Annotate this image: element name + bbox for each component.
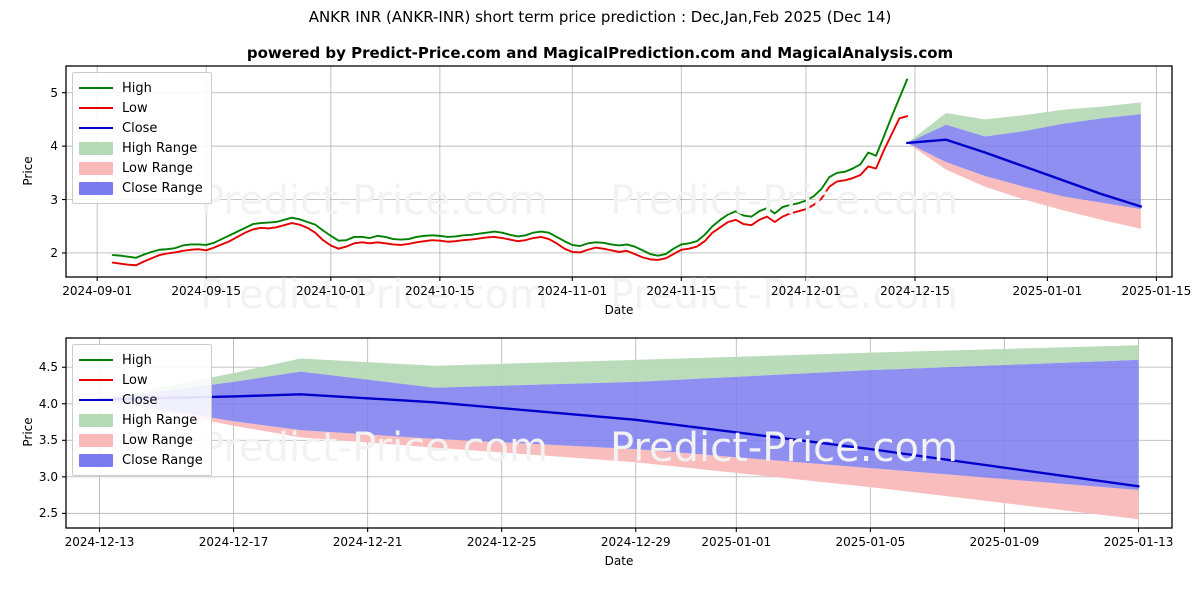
x-axis-tick-label: 2024-11-01 (537, 284, 608, 298)
legend-swatch-icon (79, 121, 113, 135)
legend-item-label: Low (122, 100, 148, 116)
chart-legend: High Low Close High Range Low Range Close Ran… (72, 344, 212, 476)
legend-swatch-icon (79, 161, 113, 175)
y-axis-tick-label: 2.5 (38, 506, 58, 521)
y-axis-tick-label: 4.5 (38, 360, 58, 375)
y-axis-tick-label: 3.5 (38, 433, 58, 448)
page-subtitle: powered by Predict-Price.com and Magical… (246, 44, 954, 62)
legend-item-low-range[interactable]: Low Range (79, 158, 203, 178)
x-axis-title: Date (604, 554, 634, 568)
x-axis-tick-label: 2024-12-17 (198, 535, 269, 549)
legend-swatch-icon (79, 353, 113, 367)
legend-item-label: Low Range (122, 160, 193, 176)
x-axis-tick-label: 2024-12-25 (466, 535, 537, 549)
legend-item-close-range[interactable]: Close Range (79, 450, 203, 470)
y-axis-title: Price (21, 155, 35, 186)
legend-item-label: Close (122, 392, 158, 408)
overview-chart-panel: Predict-Price.com Predict-Price.com Pred… (0, 60, 1200, 320)
x-axis-tick-label: 2025-01-05 (835, 535, 906, 549)
forecast-detail-chart-svg (62, 337, 1173, 532)
x-axis-tick-label: 2024-10-15 (404, 284, 475, 298)
x-axis-tick-label: 2025-01-15 (1121, 284, 1192, 298)
legend-item-high-range[interactable]: High Range (79, 138, 203, 158)
legend-item-low[interactable]: Low (79, 370, 203, 390)
legend-item-close-range[interactable]: Close Range (79, 178, 203, 198)
legend-item-close[interactable]: Close (79, 118, 203, 138)
legend-item-high[interactable]: High (79, 350, 203, 370)
legend-item-close[interactable]: Close (79, 390, 203, 410)
x-axis-tick-label: 2024-09-01 (62, 284, 133, 298)
y-axis-tick-label: 3.0 (38, 469, 58, 484)
legend-swatch-icon (79, 141, 113, 155)
x-axis-tick-label: 2024-12-13 (64, 535, 135, 549)
legend-swatch-icon (79, 181, 113, 195)
legend-swatch-icon (79, 81, 113, 95)
legend-item-label: Close Range (122, 452, 203, 468)
legend-item-high[interactable]: High (79, 78, 203, 98)
x-axis-tick-label: 2025-01-01 (701, 535, 772, 549)
x-axis-tick-label: 2024-12-15 (880, 284, 950, 298)
chart-legend: High Low Close High Range Low Range Close Ran… (72, 72, 212, 204)
x-axis-tick-label: 2025-01-01 (1012, 284, 1083, 298)
x-axis-title: Date (604, 303, 634, 317)
legend-item-label: High (122, 80, 152, 96)
x-axis-tick-label: 2024-12-29 (600, 535, 671, 549)
y-axis-tick-label: 4.0 (38, 396, 58, 411)
legend-swatch-icon (79, 393, 113, 407)
legend-item-label: Close (122, 120, 158, 136)
y-axis-title: Price (21, 417, 35, 447)
legend-swatch-icon (79, 433, 113, 447)
x-axis-tick-label: 2024-10-01 (295, 284, 366, 298)
legend-item-label: Low (122, 372, 148, 388)
legend-item-high-range[interactable]: High Range (79, 410, 203, 430)
x-axis-tick-label: 2025-01-09 (969, 535, 1040, 549)
x-axis-tick-label: 2024-09-15 (171, 284, 242, 298)
overview-chart-svg (62, 65, 1173, 281)
legend-swatch-icon (79, 453, 113, 467)
legend-swatch-icon (79, 101, 113, 115)
legend-item-label: High (122, 352, 152, 368)
y-axis-tick-label: 3 (50, 192, 58, 207)
page-title: ANKR INR (ANKR-INR) short term price pre… (308, 8, 892, 26)
x-axis-tick-label: 2025-01-13 (1103, 535, 1174, 549)
x-axis-tick-label: 2024-12-21 (332, 535, 403, 549)
legend-item-label: Close Range (122, 180, 203, 196)
legend-swatch-icon (79, 373, 113, 387)
y-axis-tick-label: 4 (50, 139, 58, 154)
legend-item-label: High Range (122, 412, 198, 428)
legend-item-label: High Range (122, 140, 198, 156)
legend-item-label: Low Range (122, 432, 193, 448)
forecast-detail-chart-panel: Predict-Price.com Predict-Price.com 2024… (0, 330, 1200, 600)
legend-swatch-icon (79, 413, 113, 427)
x-axis-tick-label: 2024-11-15 (646, 284, 717, 298)
x-axis-tick-label: 2024-12-01 (771, 284, 841, 298)
y-axis-tick-label: 2 (50, 245, 58, 260)
legend-item-low-range[interactable]: Low Range (79, 430, 203, 450)
legend-item-low[interactable]: Low (79, 98, 203, 118)
y-axis-tick-label: 5 (50, 85, 58, 100)
